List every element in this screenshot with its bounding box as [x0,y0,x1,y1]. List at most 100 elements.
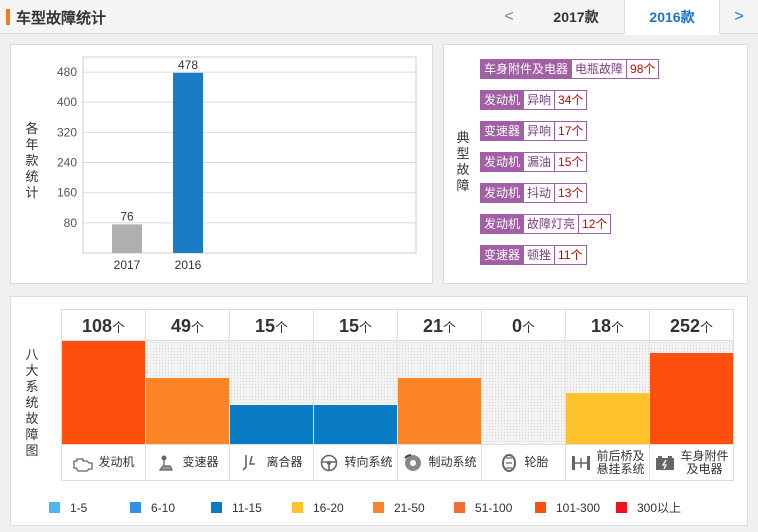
system-count-value: 252 [669,316,701,336]
system-bar-area [481,341,565,444]
system-bar-area [145,341,229,444]
system-bar [146,378,229,444]
system-name-cell: 离合器 [229,444,313,481]
system-bar-area [313,341,397,444]
system-count-value: 21 [422,316,443,336]
next-arrow-button[interactable]: > [734,8,744,25]
fault-count: 13个 [555,183,588,203]
eight-systems-side-label-char: 图 [25,443,39,458]
legend-swatch [49,502,60,513]
system-name-cell: 发动机 [61,444,145,481]
legend-item: 11-15 [211,499,292,516]
system-count-unit: 个 [611,320,625,335]
system-count-unit: 个 [275,320,289,335]
y-tick-label: 480 [57,65,77,79]
fault-count: 98个 [627,59,660,79]
brake-disc-icon [402,453,424,472]
year-tabs: < 2017款 2016款 > [490,0,758,35]
legend-label: 6-10 [151,500,176,515]
fault-item[interactable]: 变速器 异响 17个 [480,121,659,141]
system-bar [650,353,733,444]
y-tick-label: 320 [57,125,77,139]
fault-item[interactable]: 发动机 异响 34个 [480,90,659,110]
legend-swatch [292,502,303,513]
fault-count: 12个 [579,214,612,234]
typical-faults-side-label-char: 障 [456,178,470,193]
system-name-cell: 变速器 [145,444,229,481]
system-bar-area [229,341,313,444]
steering-wheel-icon [318,454,340,472]
color-legend: 1-5 6-10 11-15 16-20 21-50 51-100 101-300 300以上 [49,499,697,516]
system-bar-area [565,341,649,444]
fault-item[interactable]: 发动机 抖动 13个 [480,183,659,203]
system-count-value: 108 [81,316,113,336]
fault-name: 异响 [524,90,556,110]
system-name: 发动机 [98,455,135,469]
system-column[interactable]: 49个变速器 [145,309,229,489]
system-count-unit: 个 [522,320,536,335]
fault-item[interactable]: 车身附件及电器 电瓶故障 98个 [480,59,660,79]
system-count: 15个 [313,309,397,341]
prev-arrow-button[interactable]: < [504,8,514,25]
system-column[interactable]: 15个离合器 [229,309,313,489]
data-label: 76 [120,209,134,223]
legend-label: 300以上 [637,501,682,515]
y-tick-label: 400 [57,95,77,109]
system-bar [314,404,397,444]
legend-swatch [211,502,222,513]
system-count-unit: 个 [191,320,205,335]
plot-frame [82,56,417,254]
system-name-cell: 制动系统 [397,444,481,481]
tab-2017[interactable]: 2017款 [553,9,599,25]
system-count-value: 0 [511,316,522,336]
header-bar: 车型故障统计 < 2017款 2016款 > [0,0,758,35]
fault-count: 17个 [555,121,588,141]
battery-icon [654,454,676,472]
legend-label: 51-100 [475,500,513,515]
fault-item[interactable]: 发动机 漏油 15个 [480,152,659,172]
legend-swatch [454,502,465,513]
system-column[interactable]: 0个轮胎 [481,309,565,489]
legend-item: 6-10 [130,499,211,516]
fault-name: 漏油 [524,152,556,172]
fault-item[interactable]: 发动机 故障灯亮 12个 [480,214,659,234]
system-count-unit: 个 [359,320,373,335]
system-count-value: 15 [338,316,359,336]
system-column[interactable]: 15个转向系统 [313,309,397,489]
system-name: 离合器 [266,455,303,469]
system-column[interactable]: 21个 制动系统 [397,309,481,489]
fault-category: 变速器 [480,245,525,265]
bar-2017 [112,224,142,253]
suspension-icon [570,454,592,472]
typical-faults-side-label: 典型故障 [456,130,470,194]
eight-systems-side-label-char: 系 [25,379,39,394]
fault-name: 抖动 [524,183,556,203]
system-name-cell: 车身附件 及电器 [649,444,733,481]
eight-systems-side-label-char: 故 [25,411,39,426]
fault-category: 变速器 [480,121,525,141]
typical-faults-list: 车身附件及电器 电瓶故障 98个 发动机 异响 34个 变速器 异响 17个 发动机 漏油 15个 发动… [480,59,660,276]
system-bar [566,392,649,444]
legend-swatch [535,502,546,513]
system-column[interactable]: 18个 前后桥及 悬挂系统 [565,309,649,489]
system-count: 15个 [229,309,313,341]
y-tick-label: 240 [57,156,77,170]
legend-item: 21-50 [373,499,454,516]
fault-category: 发动机 [480,152,525,172]
system-name: 转向系统 [344,455,393,469]
fault-count: 11个 [555,245,587,265]
system-name-cell: 轮胎 [481,444,565,481]
fault-name: 异响 [524,121,556,141]
legend-item: 300以上 [616,499,697,516]
system-name: 制动系统 [428,455,477,469]
year-chart-side-label: 各年款统计 [25,121,39,201]
tab-2016[interactable]: 2016款 [624,0,720,35]
year-bar-chart: 80 160 240 320 400 480 76 2017 478 2016 [57,56,417,272]
typical-faults-side-label-char: 典 [456,130,470,145]
system-count-value: 49 [170,316,191,336]
system-name-cell: 转向系统 [313,444,397,481]
system-column[interactable]: 108个 发动机 [61,309,145,489]
fault-item[interactable]: 变速器 顿挫 11个 [480,245,659,265]
system-count: 18个 [565,309,649,341]
system-column[interactable]: 252个 车身附件 及电器 [649,309,733,489]
